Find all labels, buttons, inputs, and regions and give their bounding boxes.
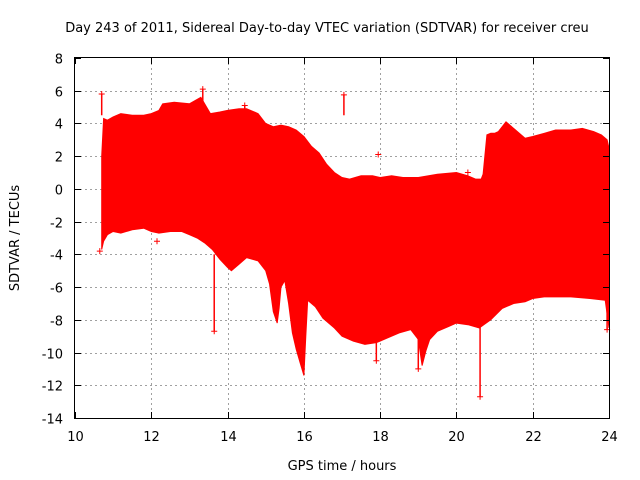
data-point [211, 328, 218, 335]
y-axis-label: SDTVAR / TECUs [8, 185, 23, 292]
y-tick-label: -14 [42, 413, 63, 428]
plot-frame [74, 57, 610, 419]
data-point [340, 91, 347, 98]
y-tick-label: -6 [50, 282, 63, 297]
data-point [154, 238, 161, 245]
y-tick-label: -12 [42, 380, 63, 395]
data-point [464, 169, 471, 176]
y-tick-label: 6 [55, 86, 63, 101]
data-point [199, 86, 206, 93]
y-tick-label: 2 [55, 151, 63, 166]
x-tick-label: 22 [525, 430, 542, 445]
y-tick-label: 0 [55, 184, 63, 199]
data-point [415, 365, 422, 372]
x-tick-label: 12 [143, 430, 160, 445]
data-point [375, 151, 382, 158]
y-tick-label: 8 [55, 53, 63, 68]
data-band [101, 96, 610, 376]
data-point [96, 248, 103, 255]
x-tick-label: 10 [67, 430, 84, 445]
x-tick-label: 14 [220, 430, 237, 445]
x-tick-label: 16 [296, 430, 313, 445]
data-layer [96, 86, 611, 400]
y-tick-label: -8 [50, 315, 63, 330]
data-point [477, 393, 484, 400]
y-tick-label: -4 [50, 249, 63, 264]
data-point [241, 102, 248, 109]
x-tick-label: 24 [601, 430, 618, 445]
x-tick-label: 18 [372, 430, 389, 445]
x-tick-label: 20 [448, 430, 465, 445]
y-tick-label: -2 [50, 217, 63, 232]
data-point [98, 91, 105, 97]
y-tick-label: 4 [55, 118, 63, 133]
data-point [373, 357, 380, 364]
chart-title: Day 243 of 2011, Sidereal Day-to-day VTE… [65, 21, 589, 36]
y-tick-label: -10 [42, 348, 63, 363]
x-axis-label: GPS time / hours [288, 459, 397, 474]
